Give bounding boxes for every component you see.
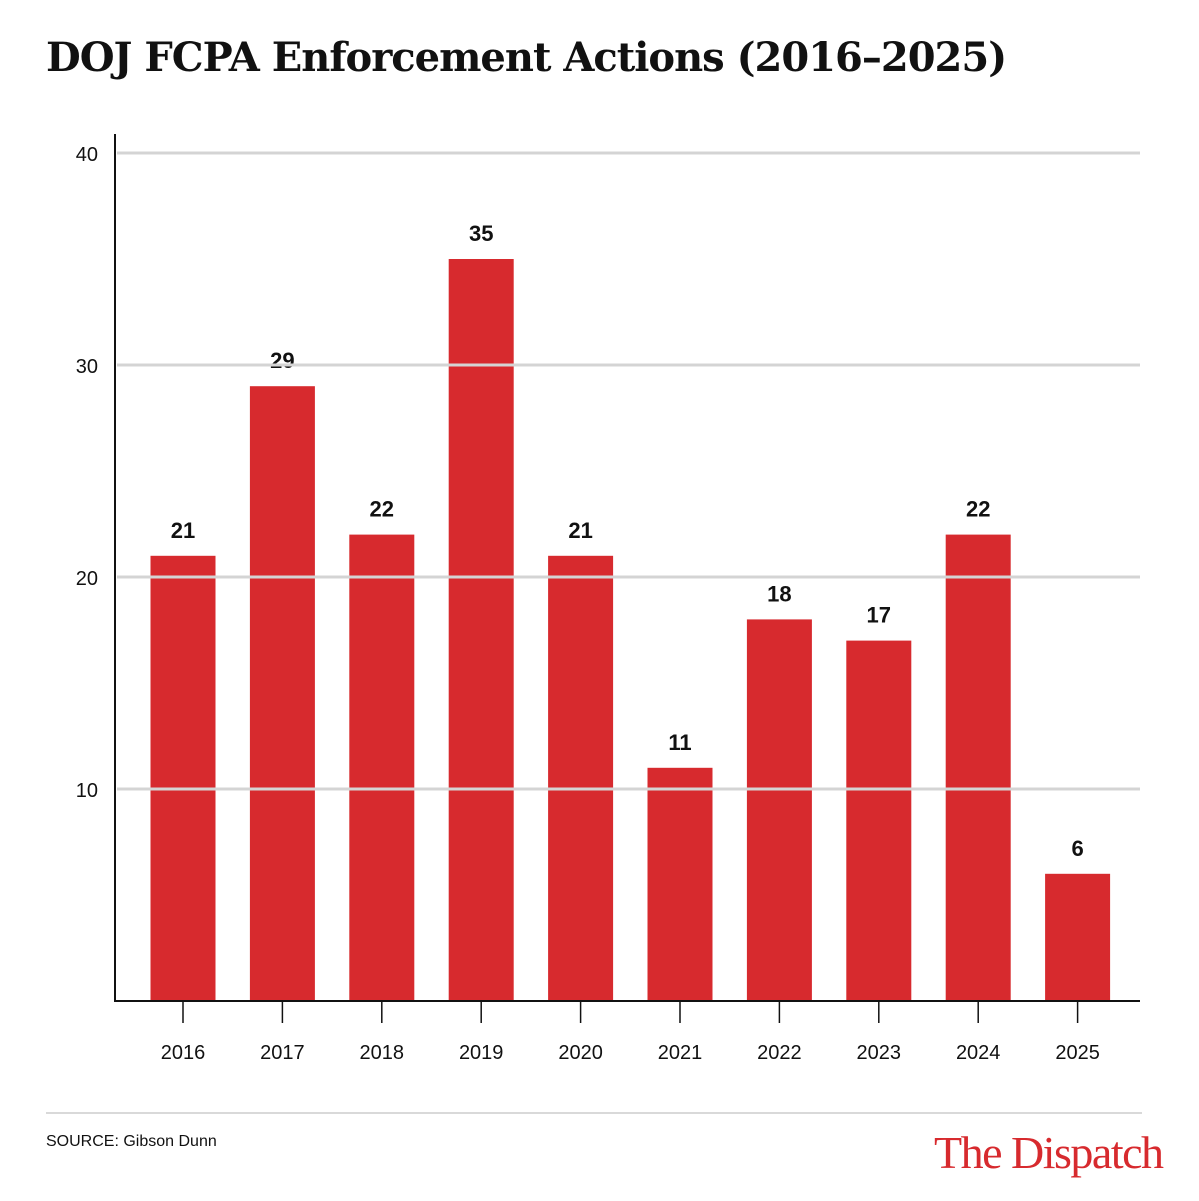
y-tick-label: 40 — [76, 144, 98, 166]
y-tick-label: 30 — [76, 356, 98, 378]
y-tick-label: 10 — [76, 780, 98, 802]
bar-2022 — [746, 619, 812, 1001]
data-label-2016: 21 — [171, 518, 195, 543]
data-label-2017: 29 — [270, 348, 294, 373]
x-tick-label: 2024 — [956, 1042, 1001, 1064]
bar-2019 — [448, 259, 514, 1001]
x-tick-label: 2019 — [459, 1042, 504, 1064]
chart-title: DOJ FCPA Enforcement Actions (2016–2025) — [46, 34, 1007, 81]
data-label-2024: 22 — [966, 497, 990, 522]
bar-2020 — [548, 555, 614, 1001]
x-tick-label: 2016 — [161, 1042, 206, 1064]
data-label-2025: 6 — [1071, 836, 1083, 861]
data-label-2022: 18 — [767, 581, 791, 606]
bar-chart: 2120162920172220183520192120201120211820… — [76, 134, 1140, 1064]
footer-divider — [46, 1112, 1142, 1114]
x-tick-label: 2018 — [360, 1042, 405, 1064]
bar-2018 — [349, 534, 415, 1001]
data-label-2021: 11 — [668, 730, 691, 755]
data-label-2020: 21 — [568, 518, 592, 543]
dispatch-logo: The Dispatch — [934, 1127, 1164, 1178]
data-label-2023: 17 — [867, 603, 891, 628]
x-tick-label: 2020 — [558, 1042, 603, 1064]
x-tick-label: 2021 — [658, 1042, 703, 1064]
x-tick-label: 2017 — [260, 1042, 305, 1064]
data-label-2018: 22 — [370, 497, 394, 522]
bar-2025 — [1045, 873, 1111, 1001]
bar-2021 — [647, 767, 713, 1001]
bar-2024 — [945, 534, 1011, 1001]
x-tick-label: 2023 — [857, 1042, 902, 1064]
x-tick-label: 2022 — [757, 1042, 802, 1064]
y-tick-label: 20 — [76, 568, 98, 590]
bar-2017 — [249, 386, 315, 1001]
bar-2016 — [150, 555, 216, 1001]
x-tick-label: 2025 — [1055, 1042, 1100, 1064]
data-label-2019: 35 — [469, 221, 493, 246]
source-note: SOURCE: Gibson Dunn — [46, 1133, 217, 1150]
bar-2023 — [846, 640, 912, 1001]
